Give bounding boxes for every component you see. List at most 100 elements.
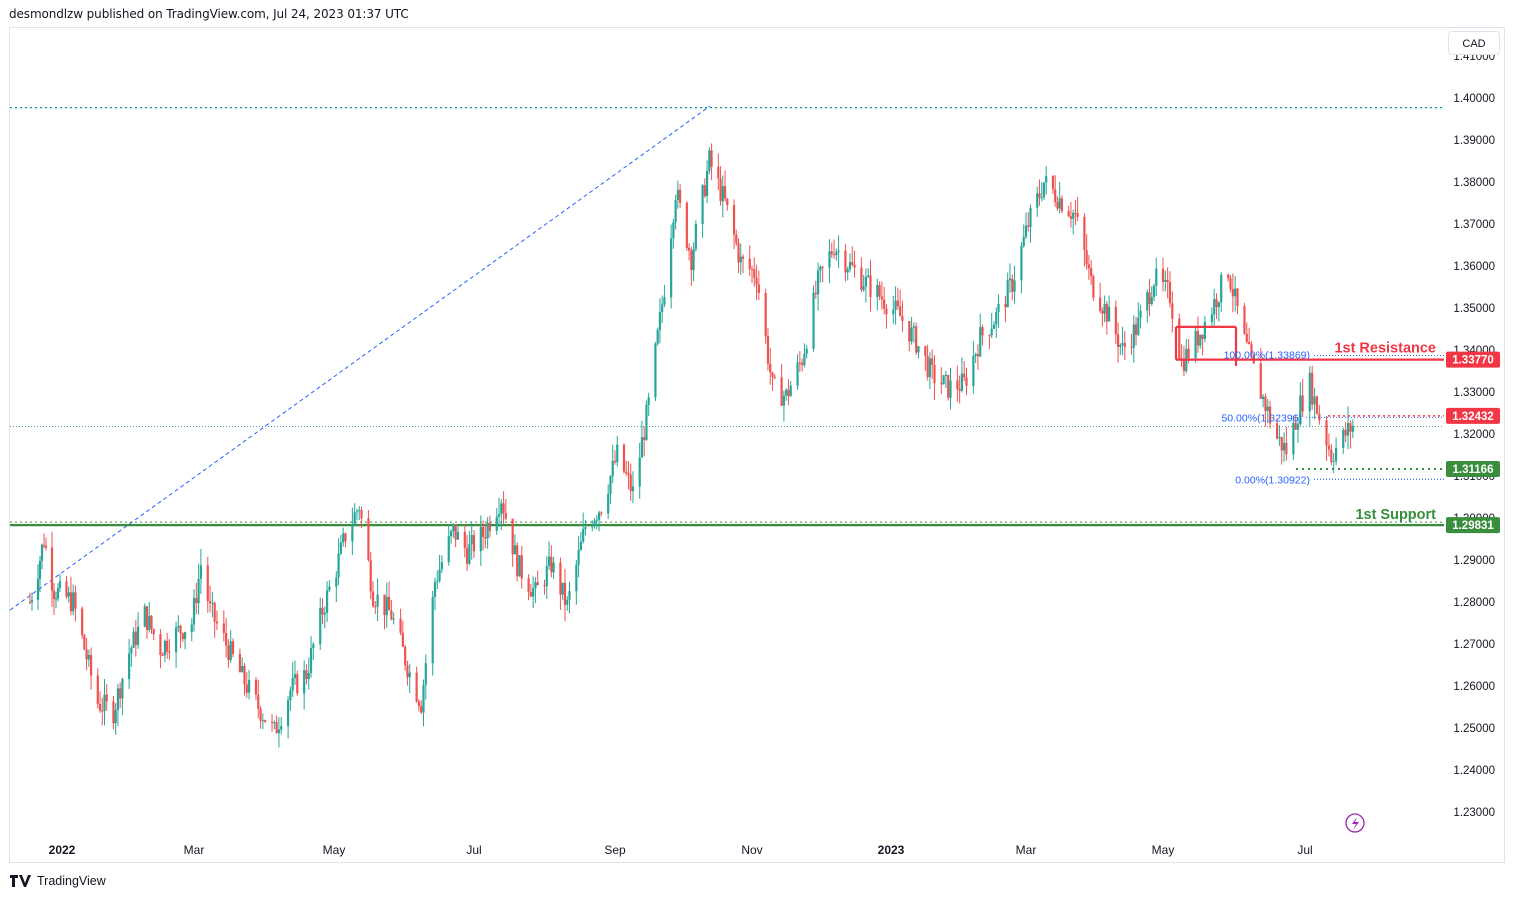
candle-body [358, 510, 361, 512]
candle-body [928, 358, 931, 378]
candle-body [595, 519, 598, 521]
candle-body [1150, 296, 1153, 304]
y-tick-label: 1.27000 [1453, 639, 1495, 651]
candle-body [917, 346, 920, 353]
candle-body [981, 327, 984, 336]
candle-body [1282, 442, 1286, 451]
candle-body [750, 268, 754, 270]
y-tick-label: 1.35000 [1453, 303, 1495, 315]
candle-body [1308, 372, 1311, 412]
candle-body [355, 511, 359, 513]
candle-body [710, 150, 713, 167]
candle-body [286, 700, 290, 727]
candle-body [563, 582, 567, 605]
footer-brand[interactable]: TradingView [10, 874, 106, 888]
candle-body [326, 590, 329, 613]
candle-body [383, 594, 386, 616]
candle-body [789, 385, 792, 397]
candle-body [674, 199, 677, 223]
candle-body [1318, 413, 1321, 421]
candle-body [1056, 202, 1059, 209]
candle-body [245, 684, 248, 693]
fib-50-label: 50.00%(1.32396) [1221, 412, 1302, 424]
candle-body [545, 566, 548, 587]
candle-body [532, 588, 535, 597]
candle-body [264, 720, 267, 722]
candle-body [65, 581, 68, 597]
candle-body [440, 562, 443, 570]
candle-body [36, 579, 40, 601]
x-tick-label: Mar [1016, 843, 1037, 857]
candle-body [860, 267, 863, 290]
candle-body [468, 544, 471, 564]
y-tick-label: 1.26000 [1453, 681, 1495, 693]
candle-body [1196, 331, 1200, 346]
candle-body [1164, 279, 1167, 282]
currency-button[interactable]: CAD [1448, 31, 1500, 55]
candle-body [436, 580, 439, 582]
candle-body [130, 647, 133, 654]
candle-body [38, 560, 42, 580]
swing-low-price-tag: 1.31166 [1453, 464, 1494, 476]
candle-body [208, 600, 212, 604]
candle-body [1351, 425, 1354, 432]
candle-body [1067, 211, 1070, 217]
candle-body [785, 389, 788, 396]
x-tick-label: Nov [741, 843, 762, 857]
lightning-icon [1345, 813, 1365, 833]
resistance-price-tag-bg [1446, 351, 1500, 368]
candle-body [145, 606, 149, 630]
candle-body [1130, 346, 1133, 348]
candle-body [685, 202, 688, 248]
candle-body [259, 708, 262, 721]
candle-body [899, 306, 902, 317]
footer-brand-text: TradingView [37, 874, 106, 888]
resistance-annotation: 1st Resistance [1334, 341, 1436, 357]
candle-body [1099, 297, 1102, 311]
candle-body [908, 321, 911, 342]
candle-body [132, 631, 135, 648]
candle-body [561, 582, 564, 595]
candle-body [1045, 176, 1048, 183]
candle-body [1266, 406, 1269, 412]
candle-body [550, 556, 553, 573]
candle-body [960, 373, 964, 391]
candle-body [926, 355, 929, 378]
candle-body [463, 531, 466, 549]
trend-dashed-line [9, 105, 711, 611]
x-tick-label: 2022 [49, 843, 76, 857]
candle-body [1187, 348, 1190, 359]
candle-body [67, 592, 70, 597]
candle-body [894, 300, 897, 310]
candle-body [385, 596, 388, 616]
candle-body [579, 541, 582, 551]
candle-body [472, 535, 476, 552]
candle-body [851, 262, 854, 265]
candle-body [901, 316, 904, 322]
candle-body [433, 581, 437, 597]
candle-body [1292, 422, 1295, 455]
candle-body [101, 710, 104, 712]
chart-frame [9, 27, 1505, 863]
candle-body [504, 513, 507, 519]
candle-body [1280, 437, 1283, 451]
candle-body [1168, 282, 1172, 304]
candle-body [568, 591, 571, 600]
x-tick-label: May [323, 843, 346, 857]
candle-body [1036, 193, 1039, 208]
candle-body [309, 648, 313, 673]
candle-body [1236, 288, 1239, 307]
candle-body [940, 383, 943, 385]
candle-body [753, 269, 756, 278]
candle-body [1227, 274, 1230, 279]
candle-body [974, 354, 977, 356]
candle-body [1020, 245, 1023, 281]
candle-body [1114, 306, 1117, 335]
y-tick-label: 1.25000 [1453, 723, 1495, 735]
candle-body [536, 582, 539, 586]
candle-body [708, 150, 711, 172]
candle-body [552, 562, 555, 573]
candle-body [688, 247, 691, 251]
candle-body [213, 602, 216, 622]
